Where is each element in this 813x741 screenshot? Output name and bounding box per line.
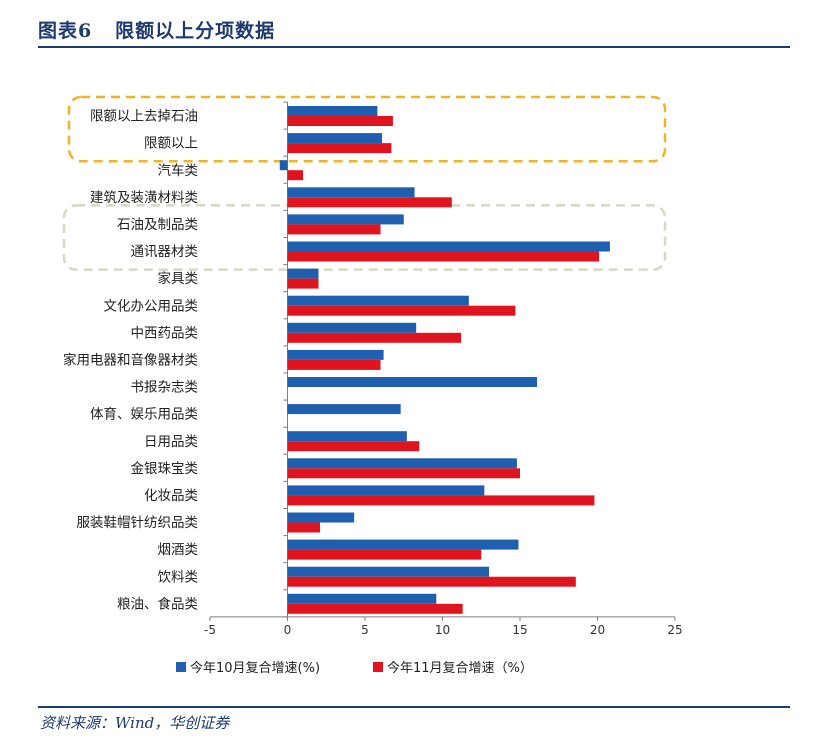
category-label: 烟酒类 — [158, 542, 199, 558]
category-label: 通讯器材类 — [131, 244, 199, 260]
bar-nov — [287, 359, 381, 370]
bar-oct — [287, 214, 404, 225]
bar-nov — [287, 495, 595, 506]
bar-oct — [287, 458, 517, 469]
category-label: 日用品类 — [144, 434, 198, 450]
highlight-box-1 — [67, 95, 667, 163]
bar-oct — [287, 404, 401, 415]
category-label: 书报杂志类 — [131, 380, 199, 396]
legend-swatch-nov — [373, 662, 383, 672]
bar-oct — [287, 187, 415, 198]
x-tick-label: 0 — [284, 623, 292, 637]
bar-oct — [287, 349, 384, 360]
bar-nov — [287, 197, 452, 208]
bar-oct — [287, 133, 383, 144]
bar-oct — [287, 512, 355, 523]
bar-nov — [287, 224, 381, 235]
bar-oct — [287, 241, 610, 252]
bar-oct — [287, 431, 407, 442]
bar-nov — [287, 332, 462, 343]
x-tick-label: 25 — [667, 623, 682, 637]
bar-nov — [287, 170, 303, 181]
bar-nov — [287, 468, 520, 479]
bar-oct — [287, 106, 378, 116]
x-tick-label: -5 — [204, 623, 216, 637]
category-label: 化妆品类 — [144, 488, 198, 504]
bar-oct — [287, 566, 489, 577]
footer-divider — [38, 706, 790, 708]
category-label: 文化办公用品类 — [104, 298, 199, 314]
x-tick-label: 5 — [361, 623, 369, 637]
category-label: 金银珠宝类 — [131, 461, 199, 477]
category-label: 石油及制品类 — [117, 217, 198, 233]
category-label: 体育、娱乐用品类 — [90, 407, 198, 423]
bar-nov — [287, 522, 321, 533]
category-label: 中西药品类 — [131, 325, 199, 341]
bar-nov — [287, 251, 600, 262]
bar-nov — [287, 603, 463, 614]
bar-oct — [287, 268, 319, 279]
bar-nov — [287, 576, 576, 587]
bar-oct — [287, 485, 485, 496]
bar-nov — [287, 143, 392, 154]
category-label: 家用电器和音像器材类 — [63, 351, 198, 368]
bar-nov — [287, 549, 482, 560]
source-note: 资料来源：Wind，华创证券 — [40, 714, 230, 732]
legend-swatch-oct — [176, 662, 186, 672]
page-title: 图表6 限额以上分项数据 — [38, 20, 276, 42]
bar-oct — [287, 377, 538, 387]
legend-label-nov: 今年11月复合增速（%） — [387, 660, 533, 676]
bar-oct — [287, 295, 469, 306]
bar-oct — [287, 322, 417, 333]
title-bar: 图表6 限额以上分项数据 — [38, 10, 790, 48]
bar-oct — [279, 160, 288, 171]
x-tick-label: 20 — [590, 623, 605, 637]
category-label: 家具类 — [158, 270, 199, 287]
category-label: 限额以上 — [144, 136, 198, 152]
bar-oct — [287, 593, 437, 604]
bar-nov — [287, 278, 319, 289]
category-label: 限额以上去掉石油 — [90, 109, 198, 125]
category-label: 饮料类 — [158, 569, 199, 585]
category-label: 粮油、食品类 — [117, 595, 198, 612]
legend-label-oct: 今年10月复合增速(%) — [190, 660, 320, 676]
x-tick-label: 15 — [512, 623, 527, 637]
bar-nov — [287, 116, 393, 126]
category-label: 服装鞋帽针纺织品类 — [77, 515, 199, 531]
x-tick-label: 10 — [435, 623, 450, 637]
category-label: 建筑及装潢材料类 — [90, 190, 198, 206]
category-label: 汽车类 — [158, 162, 199, 179]
bar-nov — [287, 305, 516, 316]
bar-oct — [287, 539, 519, 550]
bar-nov — [287, 441, 420, 452]
